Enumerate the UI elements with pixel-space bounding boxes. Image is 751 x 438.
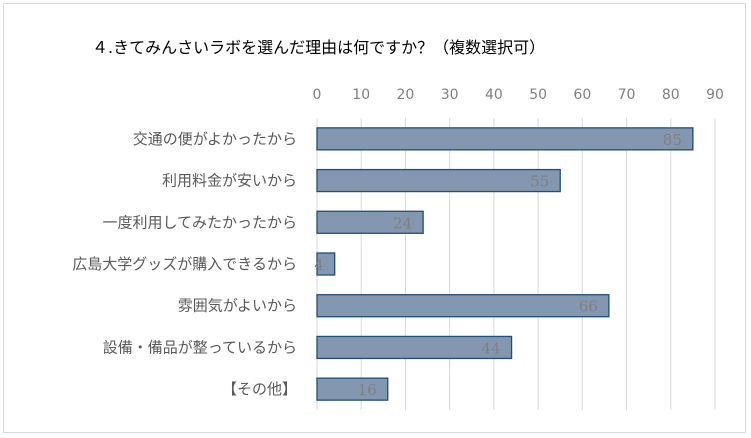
bar [316,168,561,193]
bar [316,294,610,318]
category-label: 交通の便がよかったから [133,130,297,148]
x-tick-label: 80 [662,87,680,103]
data-label: 66 [579,298,598,316]
data-label: 55 [530,173,549,191]
data-label: 24 [393,214,412,232]
data-label: 44 [481,339,500,357]
x-tick-label: 10 [352,87,370,103]
x-tick-label: 30 [441,87,459,103]
x-tick-label: 50 [529,87,547,103]
category-label: 広島大学グッズが購入できるから [72,255,297,273]
x-tick-label: 60 [573,87,591,103]
bar [316,377,389,401]
bar [316,252,336,276]
category-label: 雰囲気がよいから [178,297,297,315]
x-tick-label: 70 [618,87,636,103]
category-label: 利用料金が安いから [162,172,297,190]
category-label: 【その他】 [222,380,297,398]
x-tick-label: 0 [313,87,322,103]
x-tick-label: 90 [706,87,724,103]
bar [316,335,513,360]
category-label: 設備・備品が整っているから [103,338,297,356]
x-tick-label: 20 [397,87,415,103]
data-label: 85 [663,131,682,149]
bar [316,127,694,151]
data-label: 16 [358,381,377,399]
chart-title: ４.きてみんさいラボを選んだ理由は何ですか？（複数選択可） [92,38,546,57]
category-label: 一度利用してみたかったから [102,213,297,231]
bar [316,210,424,234]
data-label: 4 [314,256,324,274]
x-tick-label: 40 [485,87,503,103]
